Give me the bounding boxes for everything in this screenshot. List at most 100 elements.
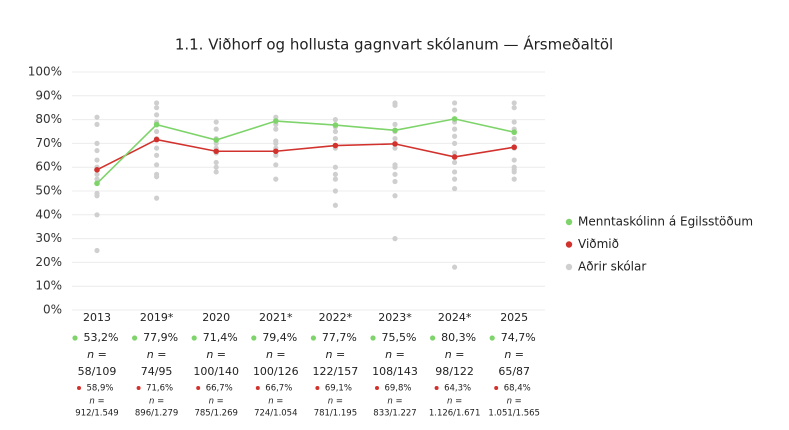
other-school-point — [332, 164, 338, 170]
n-label: n = — [328, 397, 343, 407]
n-value: 833/1.227 — [373, 409, 416, 419]
other-school-point — [154, 195, 160, 201]
other-school-point — [452, 169, 458, 175]
n-label: n = — [385, 348, 405, 361]
legend-label: Menntaskólinn á Egilsstöðum — [578, 215, 753, 229]
legend-dot — [72, 335, 78, 341]
other-school-point — [511, 105, 517, 111]
y-tick-label: 10% — [35, 279, 62, 293]
series-point — [332, 122, 339, 128]
other-school-point — [511, 176, 517, 182]
n-value: 58/109 — [78, 365, 117, 378]
n-label: n = — [268, 397, 283, 407]
other-school-point — [332, 171, 338, 177]
other-school-point — [94, 147, 100, 154]
other-school-point — [511, 157, 517, 163]
other-school-point — [452, 140, 458, 146]
y-tick-label: 90% — [35, 88, 62, 102]
series-point — [451, 116, 458, 122]
other-school-point — [392, 164, 398, 170]
y-tick-label: 50% — [35, 184, 62, 198]
value-label: 69,1% — [325, 384, 352, 394]
other-school-point — [154, 128, 160, 135]
value-label: 58,9% — [86, 384, 113, 394]
legend-dot — [191, 335, 197, 341]
series-line — [96, 138, 515, 171]
legend-dot — [136, 386, 141, 390]
value-label: 79,4% — [262, 331, 297, 344]
n-value: 100/126 — [253, 365, 299, 378]
n-label: n = — [209, 397, 224, 407]
other-school-point — [213, 164, 219, 170]
legend-dot — [251, 335, 257, 341]
n-label: n = — [206, 348, 226, 361]
n-value: 896/1.279 — [135, 409, 178, 419]
series-point — [94, 180, 100, 187]
series-point — [273, 148, 279, 155]
legend-marker — [565, 263, 573, 271]
legend-dot — [430, 335, 436, 341]
value-label: 74,7% — [501, 331, 536, 344]
n-label: n = — [149, 397, 164, 407]
other-school-point — [511, 169, 517, 175]
y-tick-label: 20% — [35, 255, 62, 269]
value-label: 66,7% — [265, 384, 292, 394]
other-school-point — [273, 140, 279, 146]
n-value: 724/1.054 — [254, 409, 297, 419]
legend-marker — [565, 218, 573, 226]
other-school-point — [511, 136, 517, 142]
other-school-point — [392, 171, 398, 177]
series-point — [451, 154, 458, 160]
legend-dot — [489, 335, 495, 341]
other-school-point — [154, 112, 160, 118]
legend-dot — [77, 386, 81, 390]
value-label: 53,2% — [84, 331, 119, 344]
legend-marker — [565, 241, 573, 248]
series-point — [392, 127, 398, 134]
other-school-point — [452, 176, 458, 182]
x-tick-label: 2023* — [378, 311, 412, 324]
legend-label: Aðrir skólar — [578, 260, 646, 274]
other-school-point — [154, 105, 160, 111]
other-school-point — [94, 157, 100, 163]
other-school-point — [332, 136, 338, 142]
x-tick-label: 2013 — [83, 311, 111, 324]
value-label: 75,5% — [382, 331, 417, 344]
series-point — [153, 121, 160, 128]
other-school-point — [273, 162, 279, 168]
other-school-point — [213, 126, 219, 132]
other-school-point — [273, 126, 279, 132]
other-school-point — [392, 193, 398, 199]
legend-dot — [255, 386, 260, 390]
value-label: 77,7% — [322, 331, 357, 344]
y-tick-label: 100% — [28, 65, 62, 79]
other-school-point — [94, 121, 100, 127]
legend-dot — [132, 335, 138, 341]
other-school-point — [94, 140, 100, 146]
n-value: 781/1.195 — [314, 409, 357, 419]
n-label: n = — [89, 397, 104, 407]
y-tick-label: 30% — [35, 231, 62, 245]
other-school-point — [392, 102, 398, 108]
other-school-point — [154, 162, 160, 168]
other-school-point — [154, 100, 160, 106]
n-value: 122/157 — [313, 365, 359, 378]
other-school-point — [452, 133, 458, 139]
x-tick-label: 2020 — [202, 311, 230, 324]
other-school-point — [392, 236, 398, 242]
other-school-point — [332, 202, 338, 208]
other-school-point — [94, 114, 100, 120]
x-tick-label: 2019* — [140, 311, 174, 324]
other-school-point — [94, 176, 100, 182]
value-label: 80,3% — [441, 331, 476, 344]
value-label: 69,8% — [384, 384, 411, 394]
other-school-point — [511, 119, 517, 125]
n-value: 785/1.269 — [194, 409, 237, 419]
n-value: 1.051/1.565 — [488, 409, 540, 419]
n-value: 912/1.549 — [75, 409, 118, 419]
n-label: n = — [87, 348, 107, 361]
n-value: 65/87 — [498, 365, 530, 378]
other-school-point — [392, 145, 398, 151]
n-value: 74/95 — [141, 365, 173, 378]
